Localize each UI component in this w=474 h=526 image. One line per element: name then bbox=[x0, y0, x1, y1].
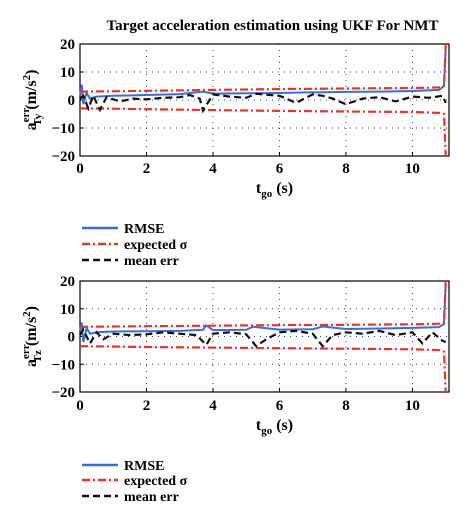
plot-area bbox=[79, 280, 450, 393]
x-axis-label: tgo (s) bbox=[256, 180, 293, 200]
series-line-expected-lower bbox=[79, 107, 447, 157]
x-axis-label: tgo (s) bbox=[256, 417, 293, 437]
y-tick-label: 10 bbox=[60, 65, 75, 81]
y-tick-label: −10 bbox=[51, 121, 75, 137]
x-tick-label: 10 bbox=[405, 398, 420, 414]
x-tick-label: 2 bbox=[143, 398, 151, 414]
x-tick-label: 6 bbox=[276, 161, 284, 177]
x-tick-label: 6 bbox=[276, 398, 284, 414]
legend-label: RMSE bbox=[124, 222, 164, 237]
x-tick-label: 8 bbox=[342, 398, 350, 414]
legend-label: expected σ bbox=[124, 238, 188, 253]
series-line-expected bbox=[79, 43, 447, 93]
y-tick-label: −20 bbox=[51, 149, 75, 165]
y-tick-label: 20 bbox=[60, 274, 75, 290]
series-line-expected bbox=[79, 280, 447, 328]
y-axis-label: aerrTy (m/s2) bbox=[20, 70, 44, 131]
y-tick-label: −20 bbox=[51, 385, 75, 401]
x-tick-label: 8 bbox=[342, 161, 350, 177]
y-tick-label: 0 bbox=[68, 93, 76, 109]
y-tick-label: 20 bbox=[60, 37, 75, 53]
y-tick-label: −10 bbox=[51, 357, 75, 373]
chart-title: Target acceleration estimation using UKF… bbox=[107, 18, 439, 34]
legend-label: RMSE bbox=[124, 459, 164, 474]
y-tick-label: 0 bbox=[68, 330, 76, 346]
series-line-mean-err bbox=[79, 92, 447, 114]
x-tick-label: 4 bbox=[209, 161, 217, 177]
legend-label: mean err bbox=[124, 254, 179, 269]
legend-label: expected σ bbox=[124, 474, 188, 489]
legend-label: mean err bbox=[124, 490, 179, 505]
y-axis-label: aerrTz (m/s2) bbox=[20, 306, 44, 367]
series-line-rmse bbox=[79, 283, 447, 343]
x-tick-label: 0 bbox=[76, 398, 84, 414]
x-tick-label: 10 bbox=[405, 161, 420, 177]
y-tick-label: 10 bbox=[60, 302, 75, 318]
chart-panel-1: Target acceleration estimation using UKF… bbox=[20, 18, 450, 269]
series-line-expected-lower bbox=[79, 345, 447, 393]
chart-panel-2: 0 2 4 6 8 10 20 10 0 −10 −20 tgo (s) aerrTz (m/s2) RM… bbox=[20, 274, 450, 505]
x-tick-label: 2 bbox=[143, 161, 151, 177]
series-line-mean-err bbox=[79, 327, 447, 348]
x-tick-label: 4 bbox=[209, 398, 217, 414]
x-tick-label: 0 bbox=[76, 161, 84, 177]
